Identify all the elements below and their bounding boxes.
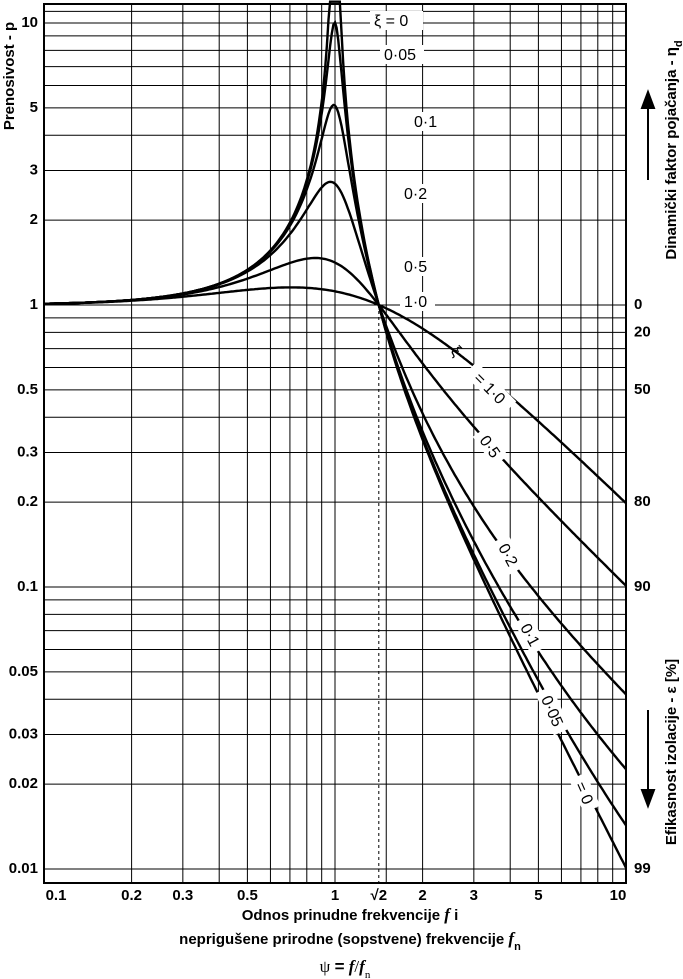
arrow-down-icon xyxy=(640,710,656,809)
x-tick-label: 0.1 xyxy=(46,887,67,904)
curve-label-bg xyxy=(370,11,423,30)
y-axis-ticks: 10 5 3 2 1 0.5 0.3 0.2 0.1 0.05 0.03 0.02 0.01 xyxy=(9,14,38,877)
plot-frame xyxy=(43,3,627,884)
y-tick-label: 0.1 xyxy=(17,578,38,595)
right-tick-label: 0 xyxy=(634,296,642,313)
x-tick-label: 0.2 xyxy=(121,887,142,904)
curves xyxy=(43,0,628,869)
y-tick-label: 5 xyxy=(30,99,38,116)
x-tick-label: 5 xyxy=(534,887,542,904)
x-tick-label: √2 xyxy=(371,887,388,904)
y-tick-label: 0.3 xyxy=(17,443,38,460)
right-tick-label: 50 xyxy=(634,381,651,398)
curve-label-top: ξ = 0 xyxy=(374,13,408,30)
y-tick-label: 1 xyxy=(30,296,38,313)
x-tick-label: 0.5 xyxy=(237,887,258,904)
curve-label-group: = 1·0 xyxy=(463,361,517,415)
curve-label-bg xyxy=(472,426,509,467)
x-axis-title-line2: neprigušene prirodne (sopstvene) frekven… xyxy=(179,929,521,953)
y-tick-label: 0.01 xyxy=(9,860,38,877)
y-tick-label: 0.5 xyxy=(17,381,38,398)
right-tick-label: 90 xyxy=(634,578,651,595)
y-axis-title: Prenosivost - p xyxy=(1,22,18,130)
curve-label-bg xyxy=(400,257,435,276)
right-tick-label: 80 xyxy=(634,493,651,510)
y-tick-label: 0.05 xyxy=(9,663,38,680)
x-tick-label: 3 xyxy=(470,887,478,904)
y-tick-label: 10 xyxy=(21,14,38,31)
x-tick-label: 2 xyxy=(418,887,426,904)
x-tick-label: 0.3 xyxy=(172,887,193,904)
curve-label-top: 0·5 xyxy=(404,259,427,276)
grid xyxy=(43,4,627,883)
curve-label-top: 1·0 xyxy=(404,294,427,311)
right-tick-label: 99 xyxy=(634,860,651,877)
curve-label-bg xyxy=(535,686,571,736)
curve-label-bg xyxy=(410,112,445,131)
x-tick-label: 10 xyxy=(610,887,627,904)
x-axis-title-line1: Odnos prinudne frekvencije f i xyxy=(242,905,459,924)
formula: ψ = f/fn xyxy=(320,957,371,979)
arrow-up-icon xyxy=(640,89,656,180)
y-tick-label: 0.03 xyxy=(9,725,38,742)
x-tick-label: 1 xyxy=(331,887,339,904)
curve-1-0 xyxy=(44,286,627,505)
x-axis-ticks: 0.1 0.2 0.3 0.5 1 √2 2 3 5 10 xyxy=(46,887,627,904)
curve-label-top: 0·2 xyxy=(404,186,427,203)
curve-label-bg xyxy=(380,45,424,64)
curve-label-group: 0·05 xyxy=(535,686,571,736)
curve-label-bg xyxy=(492,534,526,575)
curve-label-bg xyxy=(400,292,435,311)
curve-label-top: 0·05 xyxy=(384,47,416,64)
y-tick-label: 0.02 xyxy=(9,775,38,792)
right-axis-ticks: 0 20 50 80 90 99 xyxy=(634,296,651,877)
curve-label-bg xyxy=(400,184,435,203)
curve-label-bg xyxy=(463,361,517,415)
y-tick-label: 2 xyxy=(30,211,38,228)
right-axis-title-top: Dinamički faktor pojačanja - ηd xyxy=(663,40,683,259)
y-tick-label: 3 xyxy=(30,161,38,178)
right-axis-title-bottom: Efikasnost izolacije - ε [%] xyxy=(663,659,680,845)
right-tick-label: 20 xyxy=(634,323,651,340)
curve-label-group: = 0 xyxy=(569,772,601,813)
curve-label-bg xyxy=(569,772,601,813)
y-tick-label: 0.2 xyxy=(17,493,38,510)
curve-label-bg xyxy=(514,614,548,655)
curve-label-top: 0·1 xyxy=(414,114,437,131)
